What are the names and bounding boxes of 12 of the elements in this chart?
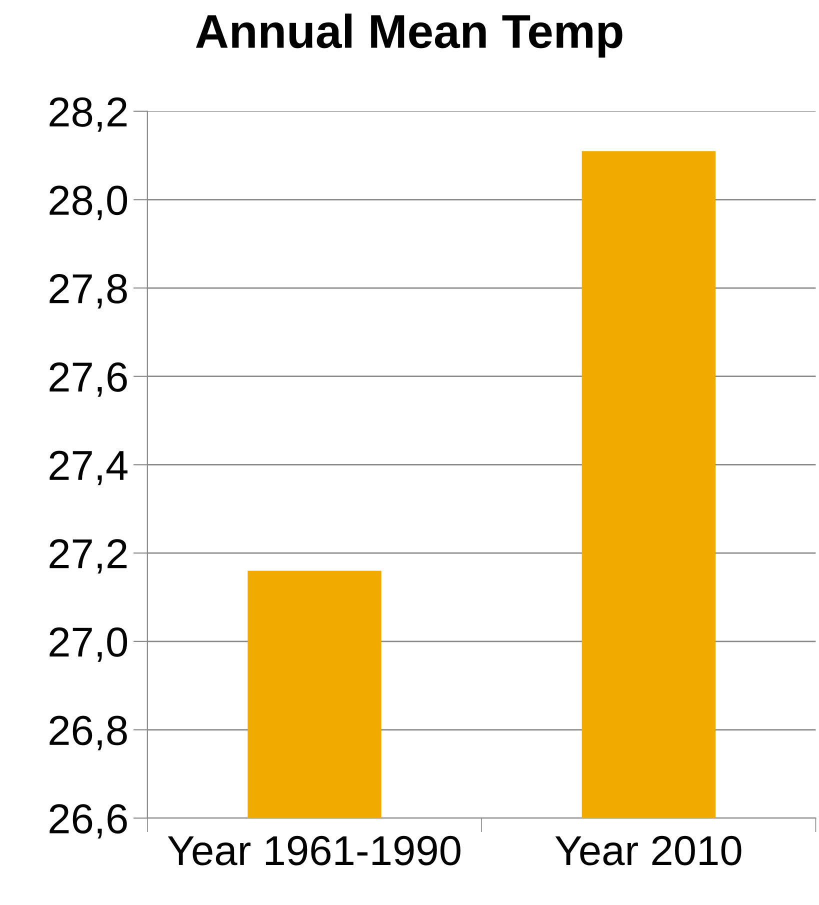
y-tick-label: 27,6 — [50, 362, 127, 397]
y-tick-label: 28,2 — [50, 97, 127, 132]
y-tick-label: 27,2 — [50, 539, 127, 574]
y-tick-label: 27,8 — [50, 274, 127, 308]
x-tick-label: Year 2010 — [555, 836, 742, 866]
y-tick-label: 27,0 — [50, 627, 128, 662]
y-tick-label: 26,6 — [50, 804, 127, 839]
y-tick-label: 27,4 — [50, 450, 128, 486]
chart-title: Annual Mean Temp — [196, 14, 622, 58]
y-tick-label: 26,8 — [50, 716, 127, 750]
y-tick-label: 28,0 — [50, 186, 128, 220]
x-tick-label: Year 1961-1990 — [168, 836, 460, 866]
